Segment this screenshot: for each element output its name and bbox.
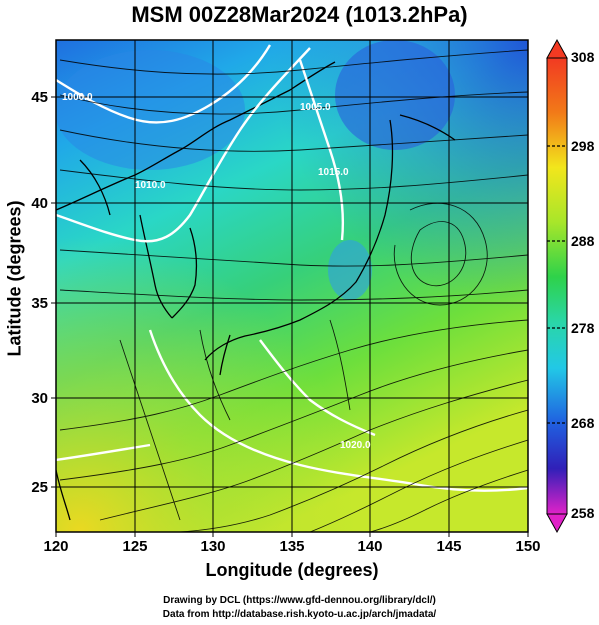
map-title: MSM 00Z28Mar2024 (1013.2hPa) (131, 2, 468, 27)
x-tick-label: 150 (515, 538, 540, 555)
y-axis-tick-labels: 25 30 35 40 45 (31, 89, 48, 496)
isobar-label-1005: 1005.0 (300, 102, 331, 113)
y-tick-label: 45 (31, 89, 48, 106)
coastlines (56, 61, 456, 521)
y-tick-label: 25 (31, 479, 48, 496)
isobar-label-1015: 1015.0 (318, 167, 349, 178)
x-tick-label: 135 (279, 538, 304, 555)
colorbar-label: 278 (571, 320, 595, 336)
colorbar-bottom-arrow (546, 513, 568, 534)
colorbar-label: 258 (571, 505, 595, 521)
colorbar-top-arrow (546, 38, 568, 59)
colorbar-label: 288 (571, 233, 595, 249)
colorbar-label: 268 (571, 415, 595, 431)
graticule (56, 40, 528, 532)
credit-dcl: Drawing by DCL (https://www.gfd-dennou.o… (163, 595, 436, 606)
x-tick-label: 125 (122, 538, 147, 555)
y-tick-label: 40 (31, 195, 48, 212)
x-tick-label: 145 (436, 538, 461, 555)
colorbar-label: 298 (571, 138, 595, 154)
isobars (56, 44, 528, 492)
streamlines (59, 49, 528, 532)
y-tick-label: 35 (31, 295, 48, 312)
x-axis-label: Longitude (degrees) (205, 560, 379, 580)
x-tick-label: 140 (357, 538, 382, 555)
colorbar: 308 298 288 278 268 258 (546, 38, 595, 534)
x-axis-ticks (55, 532, 529, 537)
x-axis-tick-labels: 120 125 130 135 140 145 150 (43, 538, 540, 555)
x-tick-label: 130 (200, 538, 225, 555)
y-axis-ticks (51, 96, 56, 488)
isobar-label-1010: 1010.0 (135, 180, 166, 191)
isobar-label-1020: 1020.0 (340, 440, 371, 451)
temperature-field: 1000.0 1010.0 1015.0 1020.0 1005.0 (56, 40, 528, 532)
x-tick-label: 120 (43, 538, 68, 555)
colorbar-gradient (546, 57, 568, 515)
isobar-label-1000: 1000.0 (62, 92, 93, 103)
colorbar-label: 308 (571, 49, 595, 65)
isobar-labels: 1000.0 1010.0 1015.0 1020.0 1005.0 (62, 92, 371, 451)
y-tick-label: 30 (31, 390, 48, 407)
credit-data-source: Data from http://database.rish.kyoto-u.a… (162, 609, 437, 620)
